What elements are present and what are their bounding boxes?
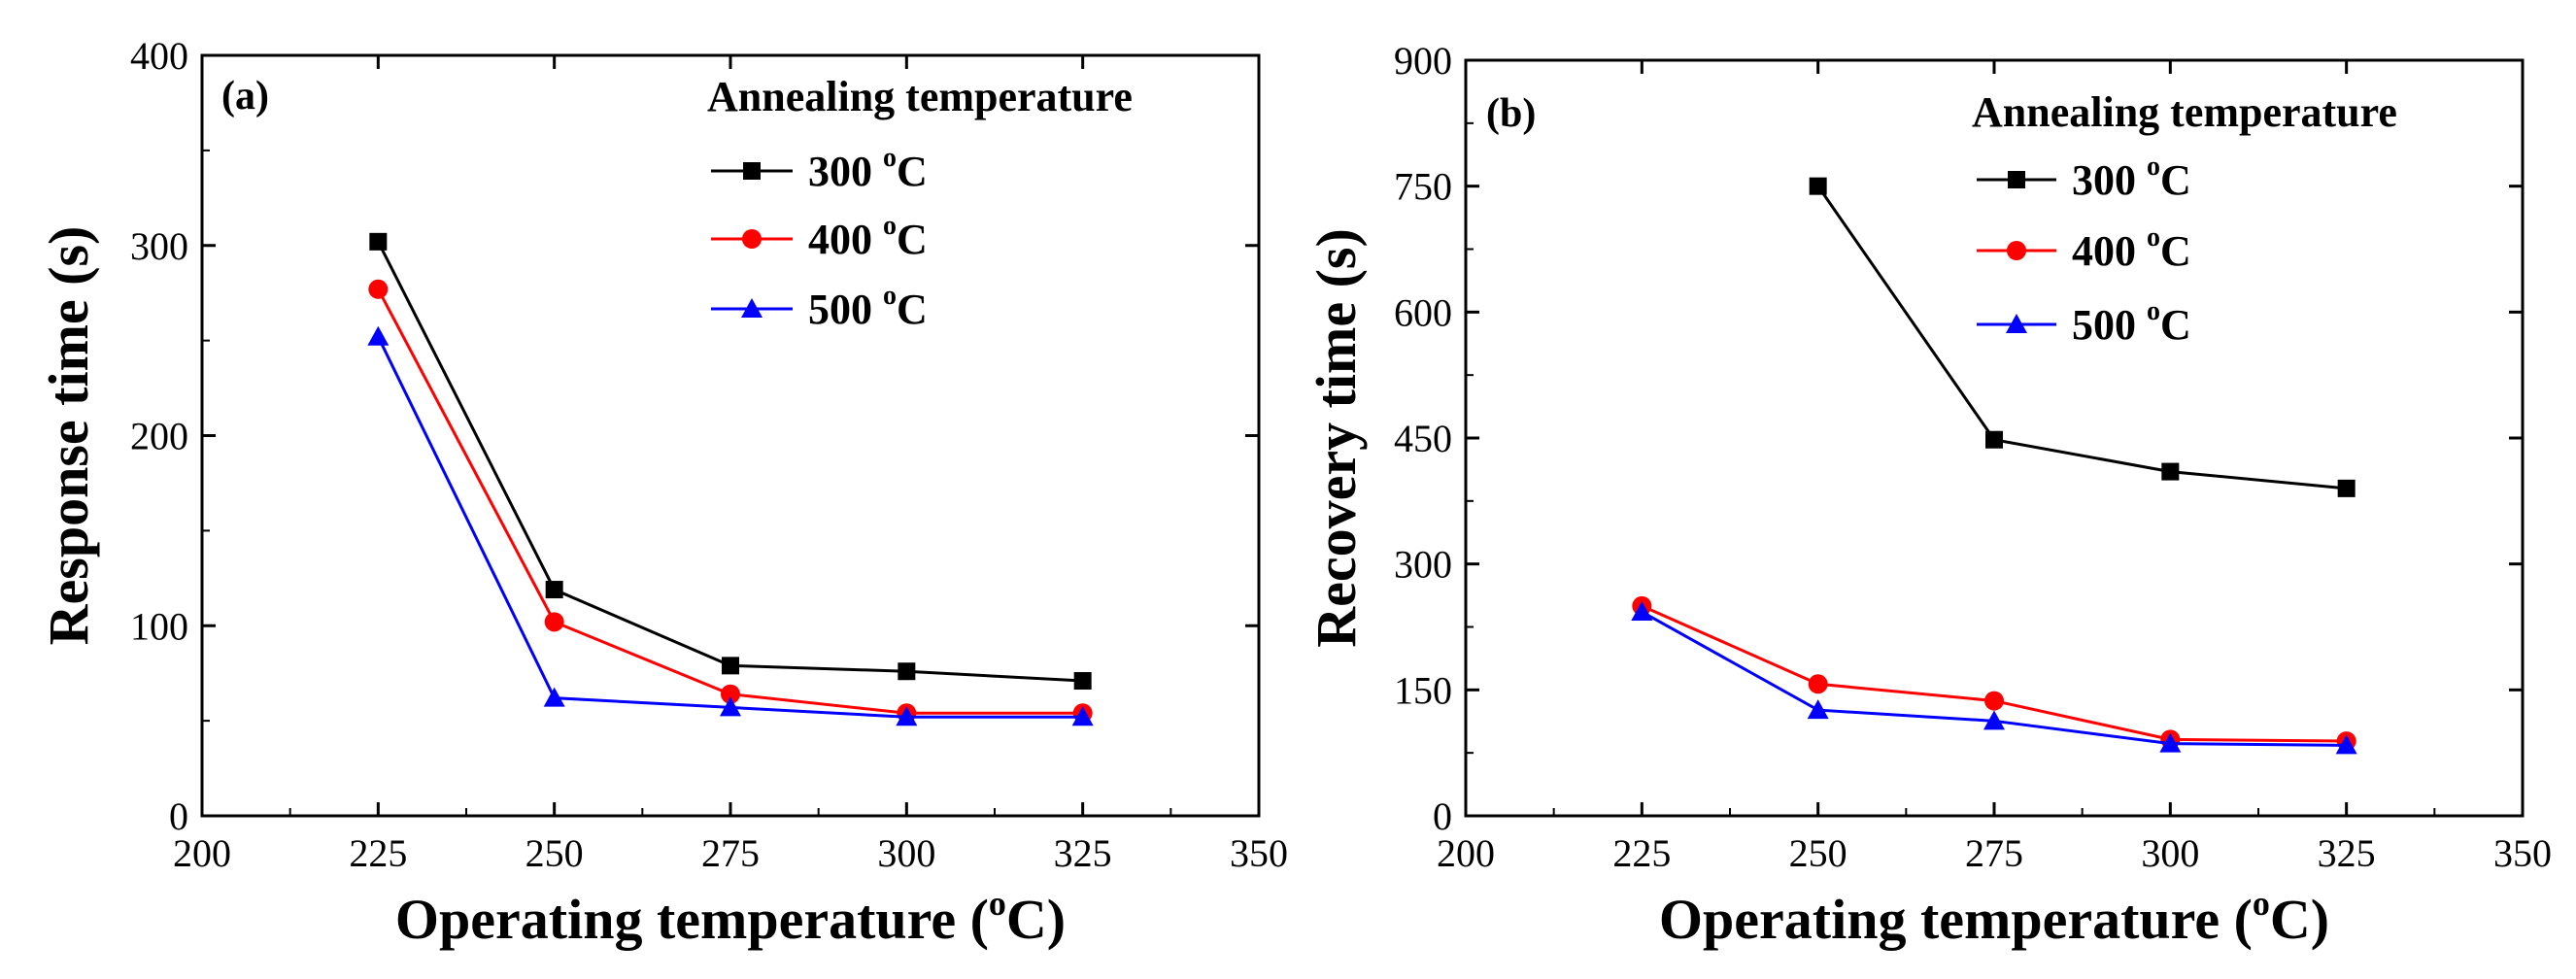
x-tick-label: 350 [1230,831,1288,875]
legend: Annealing temperature 300 oC 400 oC 500 oC [707,73,1133,333]
legend-marker [2008,171,2025,188]
data-point [1984,691,2004,711]
legend-marker [742,229,762,249]
x-tick-label: 225 [1612,831,1671,875]
x-tick-label: 250 [525,831,584,875]
data-point [898,662,916,681]
data-point [543,687,565,707]
data-point [369,232,388,251]
panel-label: (b) [1486,91,1536,136]
data-point [545,581,563,599]
legend-title: Annealing temperature [707,73,1133,120]
x-tick-label: 200 [173,831,231,875]
y-tick-label: 300 [1394,543,1452,587]
y-tick-label: 150 [1394,668,1452,712]
x-tick-label: 325 [2318,831,2376,875]
legend-label: 300 oC [808,143,928,195]
data-point [1809,177,1827,195]
legend-marker [2007,241,2026,260]
data-point [368,279,389,299]
data-point [722,657,739,675]
y-tick-label: 900 [1394,39,1452,83]
data-point [2159,732,2182,753]
series-400 [368,279,1093,724]
y-tick-label: 200 [130,415,188,458]
y-tick-label: 0 [169,794,188,838]
legend-label: 400 oC [2072,222,2191,275]
x-tick-label: 350 [2493,831,2552,875]
series-500 [367,325,1094,726]
y-tick-label: 450 [1394,417,1452,460]
data-point [1807,699,1829,720]
data-point [721,684,740,704]
y-tick-label: 0 [1433,794,1452,838]
legend-label: 300 oC [2072,152,2191,204]
data-point [1983,710,2005,730]
legend-label: 500 oC [808,281,928,333]
data-point [896,706,918,726]
data-point [2161,462,2180,481]
data-point [1985,430,2003,449]
legend-label: 400 oC [808,211,928,263]
legend-label: 500 oC [2072,296,2191,349]
y-axis-label: Response time (s) [37,226,100,646]
legend-title: Annealing temperature [1972,88,2397,136]
x-tick-label: 250 [1789,831,1847,875]
data-point [1631,600,1653,621]
x-tick-label: 300 [2141,831,2199,875]
x-tick-label: 275 [1965,831,2023,875]
legend-marker [2006,314,2027,333]
data-point [2337,479,2356,497]
y-tick-label: 400 [130,34,188,78]
x-tick-label: 275 [701,831,760,875]
data-point [2335,734,2357,755]
y-tick-label: 300 [130,224,188,268]
y-axis-label: Recovery time (s) [1305,228,1368,648]
data-point [720,696,741,717]
legend: Annealing temperature 300 oC 400 oC 500 oC [1972,88,2397,349]
data-point [1071,706,1094,726]
series-line [1816,185,2347,490]
x-axis-label: Operating temperature (oC) [395,884,1066,951]
series-500 [1631,600,2357,755]
x-tick-label: 325 [1054,831,1112,875]
series-300 [1809,177,2356,497]
x-tick-label: 225 [349,831,407,875]
x-tick-label: 200 [1437,831,1495,875]
y-tick-label: 750 [1394,165,1452,209]
legend-marker [743,162,761,180]
x-axis-label: Operating temperature (oC) [1659,884,2329,951]
x-tick-label: 300 [877,831,935,875]
data-point [1808,674,1828,694]
legend-marker [741,298,763,318]
chart-panel-a: 200 225 250 275 300 325 350 0 100 200 300 400 Operat… [37,34,1288,951]
data-point [1073,672,1092,691]
series-line [377,288,1083,715]
data-point [544,612,564,632]
chart-panel-b: 200 225 250 275 300 325 350 0 150 300 450 600 750 900… [1305,39,2552,951]
series-300 [369,232,1092,691]
y-tick-label: 600 [1394,290,1452,334]
panel-label: (a) [221,74,269,118]
y-tick-label: 100 [130,604,188,648]
data-point [367,325,390,346]
